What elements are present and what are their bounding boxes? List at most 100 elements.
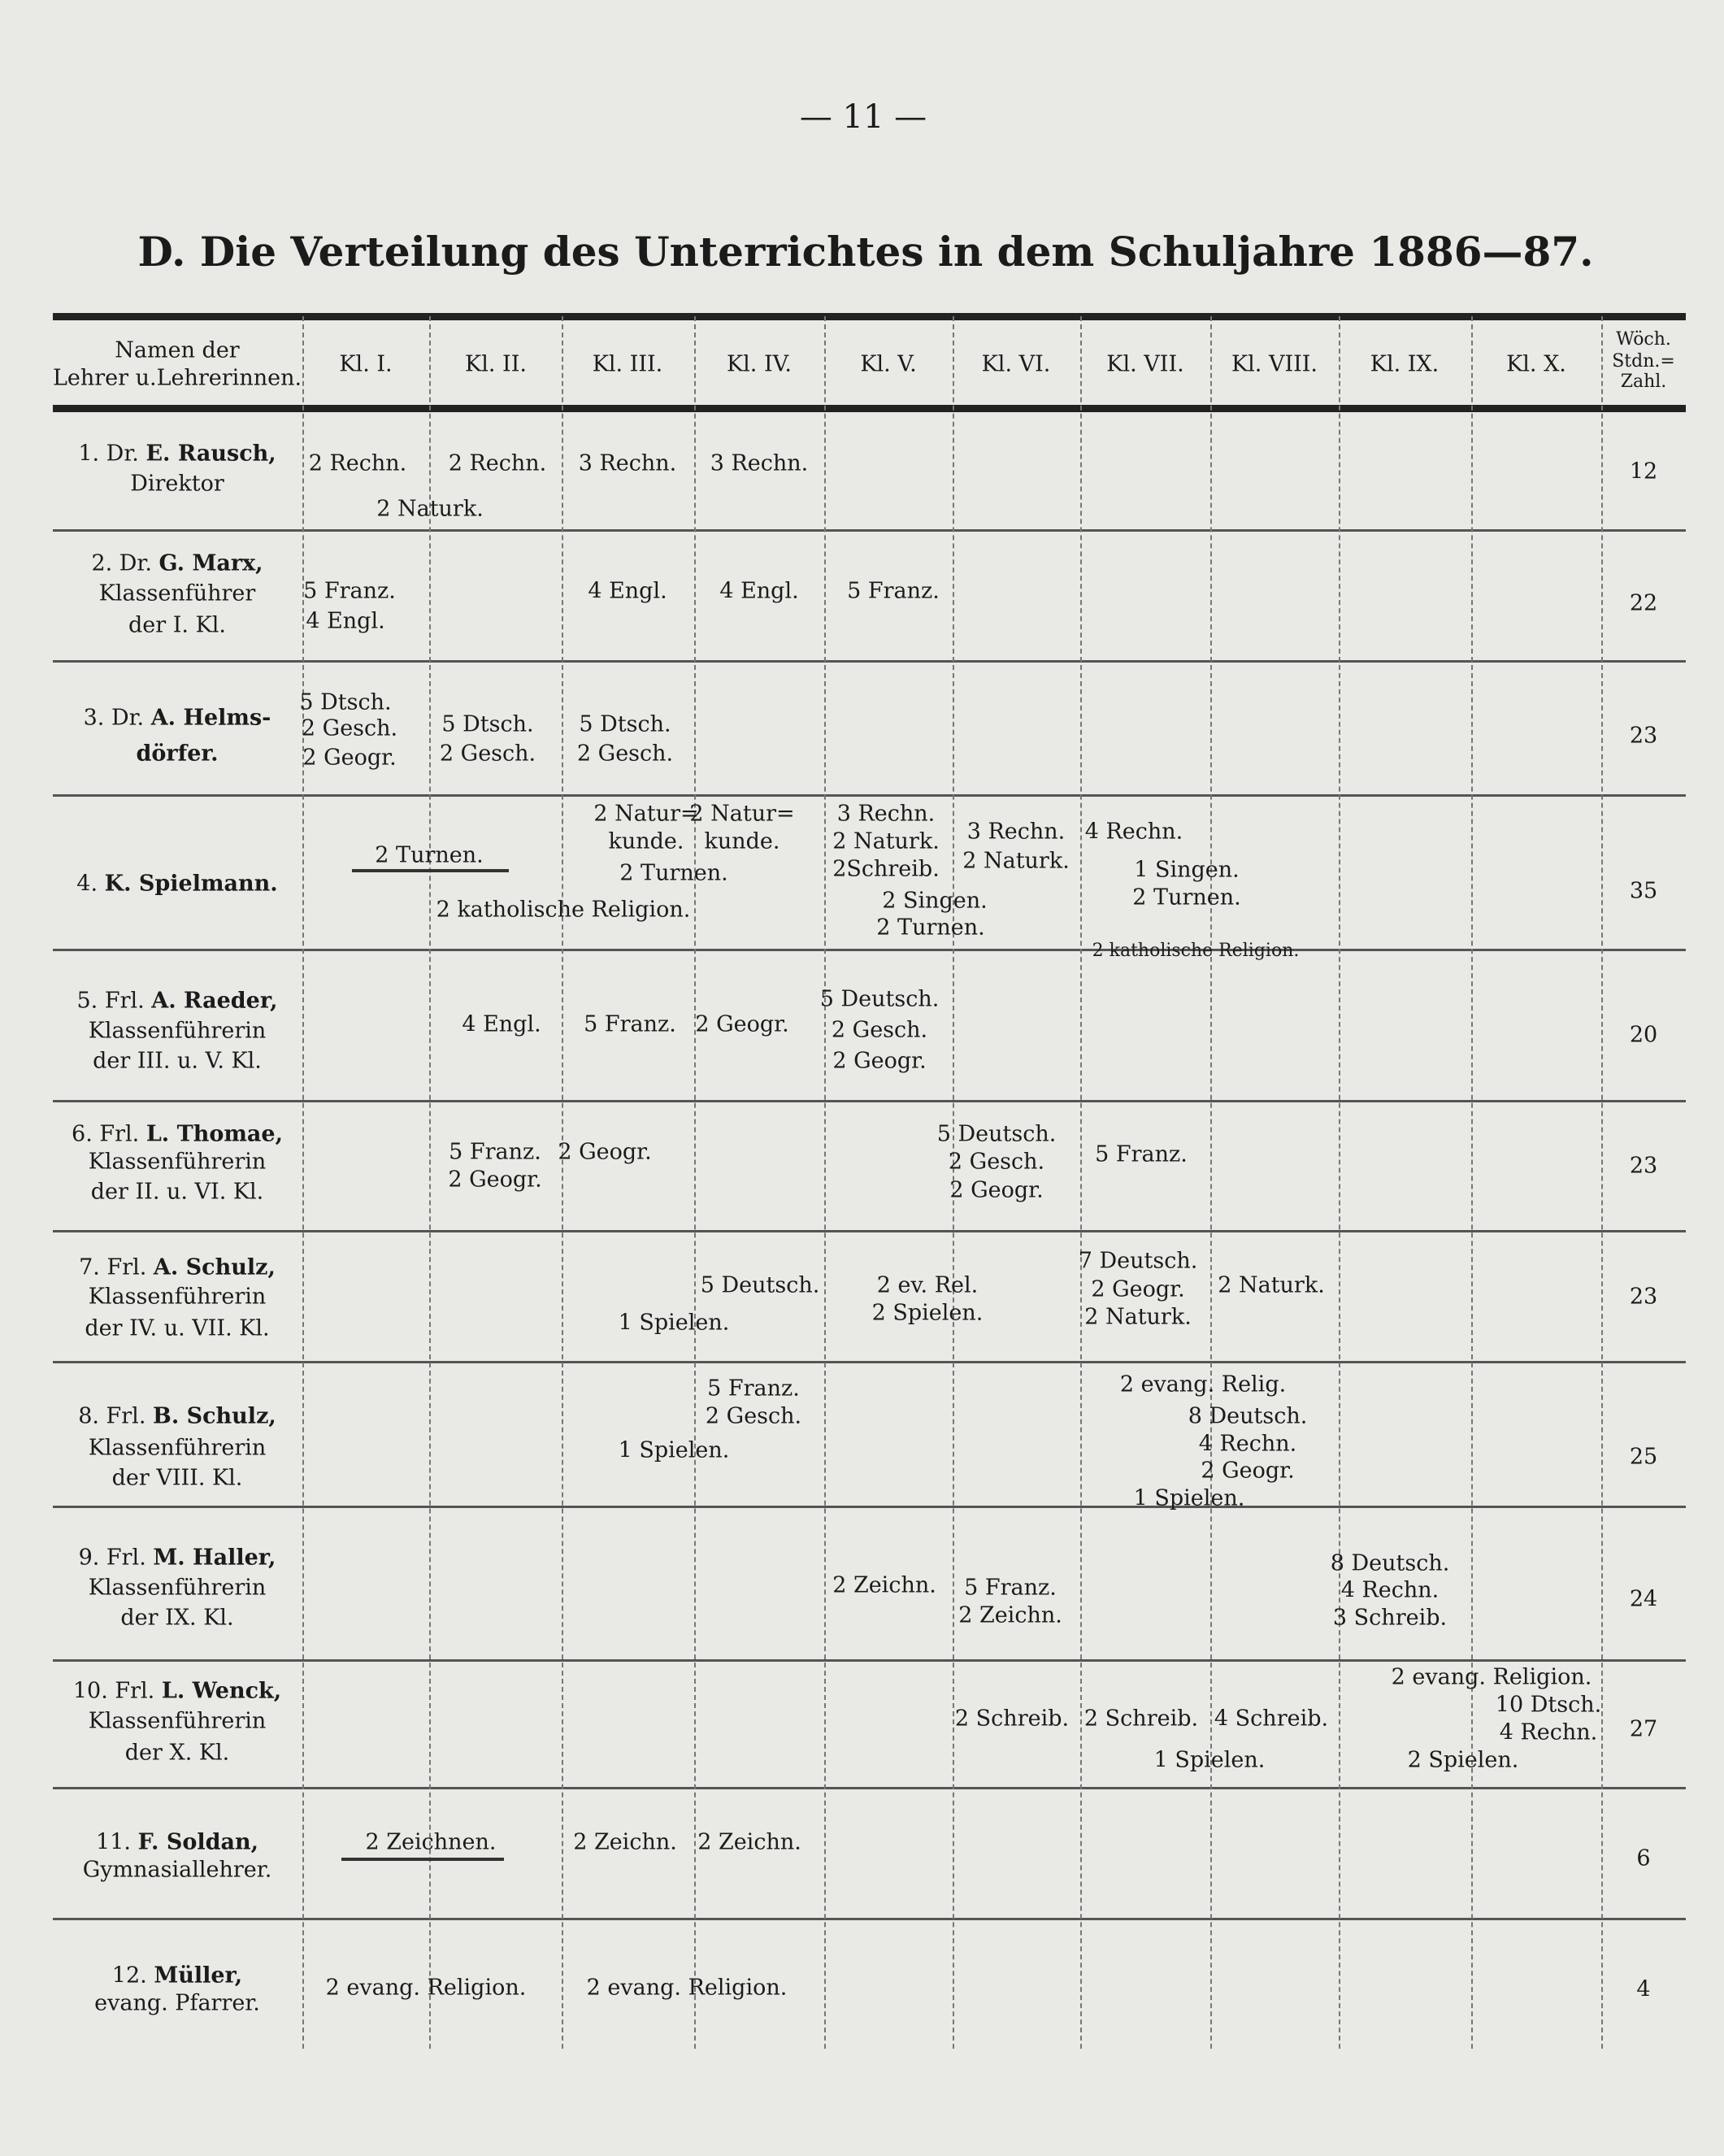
teacher-role: der VIII. Kl. xyxy=(111,1465,243,1491)
lesson: 2 Schreib. xyxy=(954,1706,1070,1732)
surname: Müller, xyxy=(154,1963,243,1989)
lesson: 4 Schreib. xyxy=(1214,1706,1329,1732)
lesson: 2 Geogr. xyxy=(448,1167,542,1193)
row-divider xyxy=(53,794,1686,797)
teacher-name: 7. Frl. A. Schulz, xyxy=(79,1257,276,1279)
teacher-role: Klassenführer xyxy=(98,580,256,606)
name-prefix: 2. Dr. xyxy=(91,550,152,576)
lesson: 2 Geogr. xyxy=(695,1011,789,1037)
header-bottom-rule xyxy=(53,405,1686,412)
page-number: — 11 — xyxy=(799,98,927,136)
lesson: 2 Zeichn. xyxy=(958,1602,1062,1628)
teacher-name: 1. Dr. E. Rausch, xyxy=(78,443,276,465)
row-divider xyxy=(53,1361,1686,1363)
lesson: 5 Franz. xyxy=(707,1376,800,1402)
teacher-role: evang. Pfarrer. xyxy=(94,1990,260,2016)
header-names: Namen der xyxy=(115,337,240,363)
lesson: 4 Rechn. xyxy=(1198,1431,1297,1457)
lesson: 5 Deutsch. xyxy=(936,1121,1057,1147)
teacher-role: Direktor xyxy=(130,471,224,497)
lesson: 10 Dtsch. xyxy=(1495,1692,1602,1718)
lesson: 5 Deutsch. xyxy=(819,986,940,1012)
column-divider xyxy=(694,316,696,2049)
surname: K. Spielmann. xyxy=(104,871,278,897)
lesson: 1 Singen. xyxy=(1134,857,1240,883)
teacher-role: Gymnasiallehrer. xyxy=(82,1857,272,1883)
lesson: 2 Zeichn. xyxy=(573,1829,677,1855)
weekly-hours: 24 xyxy=(1629,1586,1658,1612)
header-class: Kl. IV. xyxy=(727,351,792,377)
name-prefix: 9. Frl. xyxy=(78,1545,146,1571)
column-divider xyxy=(562,316,563,2049)
column-divider xyxy=(824,316,826,2049)
lesson: 3 Rechn. xyxy=(578,450,677,476)
teacher-role: Klassenführerin xyxy=(88,1149,267,1175)
weekly-hours: 12 xyxy=(1629,459,1658,485)
teacher-role: der IX. Kl. xyxy=(120,1605,234,1631)
teacher-role: der II. u. VI. Kl. xyxy=(90,1179,264,1205)
lesson: 2 Gesch. xyxy=(948,1149,1045,1175)
header-class: Kl. VIII. xyxy=(1231,351,1318,377)
lesson: 2 Gesch. xyxy=(705,1403,802,1429)
lesson: 2 Naturk. xyxy=(376,496,484,522)
name-prefix: 6. Frl. xyxy=(72,1121,140,1147)
lesson: 2 Naturk. xyxy=(1084,1304,1192,1330)
lesson: 2 evang. Religion. xyxy=(325,1975,527,2001)
lesson: 2 katholische Religion. xyxy=(1092,941,1300,961)
name-prefix: 7. Frl. xyxy=(79,1254,147,1280)
lesson: 2 Turnen. xyxy=(375,842,484,868)
teacher-role: der X. Kl. xyxy=(124,1740,230,1766)
teacher-role: Klassenführerin xyxy=(88,1575,267,1601)
lesson: 5 Franz. xyxy=(964,1575,1057,1601)
lesson: 4 Engl. xyxy=(462,1011,541,1037)
header-class: Kl. III. xyxy=(592,351,663,377)
teacher-role: der IV. u. VII. Kl. xyxy=(85,1315,270,1341)
header-total: Wöch. xyxy=(1616,329,1671,350)
teacher-role: der I. Kl. xyxy=(128,612,226,638)
surname: L. Wenck, xyxy=(161,1678,282,1704)
lesson: 2 Singen. xyxy=(882,888,988,914)
name-prefix: 3. Dr. xyxy=(83,705,145,731)
lesson: 2 Zeichn. xyxy=(832,1572,936,1598)
lesson: 4 Rechn. xyxy=(1340,1577,1440,1603)
weekly-hours: 23 xyxy=(1629,1153,1658,1179)
lesson: 2 Rechn. xyxy=(448,450,547,476)
lesson: 2 Geogr. xyxy=(302,745,397,771)
weekly-hours: 22 xyxy=(1629,590,1658,616)
lesson: 2 Natur= xyxy=(689,801,795,827)
lesson: 2 Turnen. xyxy=(876,915,985,941)
surname: A. Schulz, xyxy=(153,1254,276,1280)
teacher-name: 2. Dr. G. Marx, xyxy=(91,553,263,575)
teacher-name: 11. F. Soldan, xyxy=(96,1832,258,1854)
weekly-hours: 20 xyxy=(1629,1022,1658,1048)
name-prefix: 1. Dr. xyxy=(78,441,139,467)
lesson: 3 Rechn. xyxy=(836,801,936,827)
teacher-name: 9. Frl. M. Haller, xyxy=(79,1547,276,1569)
lesson: 3 Schreib. xyxy=(1332,1605,1448,1631)
header-class: Kl. I. xyxy=(339,351,393,377)
lesson: 4 Rechn. xyxy=(1499,1719,1598,1745)
teacher-name: 5. Frl. A. Raeder, xyxy=(77,990,278,1012)
lesson: 5 Franz. xyxy=(449,1139,541,1165)
surname: M. Haller, xyxy=(153,1545,276,1571)
column-divider xyxy=(1339,316,1340,2049)
lesson: 5 Franz. xyxy=(303,578,396,604)
name-prefix: 8. Frl. xyxy=(78,1403,146,1429)
column-divider xyxy=(1471,316,1473,2049)
lesson: 1 Spielen. xyxy=(1153,1747,1266,1773)
lesson: 2 Gesch. xyxy=(831,1017,928,1043)
column-divider xyxy=(1210,316,1212,2049)
lesson: 2 Geogr. xyxy=(949,1177,1044,1203)
teacher-name: 12. Müller, xyxy=(112,1965,242,1987)
lesson: 2 Rechn. xyxy=(308,450,407,476)
name-prefix: 5. Frl. xyxy=(76,988,145,1014)
weekly-hours: 27 xyxy=(1629,1716,1658,1742)
column-divider xyxy=(302,316,304,2049)
teacher-role: der III. u. V. Kl. xyxy=(93,1048,262,1074)
lesson: 8 Deutsch. xyxy=(1188,1403,1308,1429)
lesson: 2 Geogr. xyxy=(1201,1458,1295,1484)
teacher-role: Klassenführerin xyxy=(88,1284,267,1310)
teacher-name: 4. K. Spielmann. xyxy=(76,873,277,895)
header-top-rule xyxy=(53,313,1686,320)
lesson: 7 Deutsch. xyxy=(1078,1248,1198,1274)
